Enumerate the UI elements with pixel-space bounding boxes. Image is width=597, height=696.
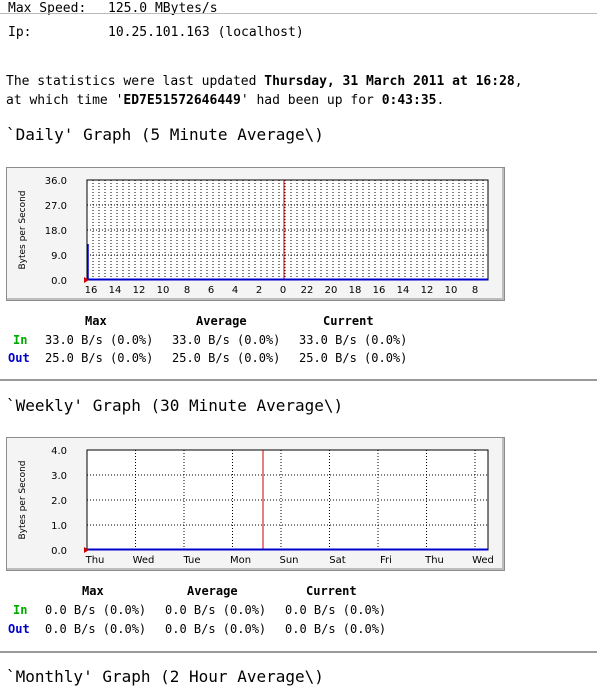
weekly-out-label: Out — [8, 622, 30, 636]
max-speed-value: 125.0 MBytes/s — [108, 1, 218, 16]
y-tick-label: 2.0 — [51, 496, 67, 507]
y-axis-label: Bytes per Second — [18, 460, 28, 539]
uptime: 0:43:35 — [381, 93, 437, 108]
origin-marker — [84, 277, 89, 283]
weekly-graph: 4.0 3.0 2.0 1.0 0.0 Thu Wed Tue Mon Sun Sat Fri Thu W… — [6, 437, 505, 571]
weekly-out-max: 0.0 B/s (0.0%) — [45, 622, 147, 636]
weekly-chart-svg: 4.0 3.0 2.0 1.0 0.0 Thu Wed Tue Mon Sun Sat Fri Thu W… — [18, 446, 494, 566]
max-speed-row: Max Speed: — [8, 2, 86, 15]
x-tick-label: Fri — [380, 555, 392, 566]
x-tick-label: 16 — [85, 285, 98, 296]
status-line2-suffix: . — [436, 93, 445, 108]
x-tick-label: Sun — [279, 555, 298, 566]
daily-header-current: Current — [323, 314, 374, 328]
weekly-divider — [0, 651, 597, 653]
status-mid: , — [514, 74, 523, 89]
daily-header-max: Max — [85, 314, 107, 328]
x-tick-label: 18 — [349, 285, 362, 296]
y-axis-label: Bytes per Second — [18, 190, 28, 269]
status-line2-prefix: at which time ' — [6, 93, 124, 108]
ip-label: Ip: — [8, 25, 32, 40]
monthly-graph-title: `Monthly' Graph (2 Hour Average\) — [6, 667, 324, 686]
x-tick-label: Wed — [133, 555, 155, 566]
y-tick-label: 3.0 — [51, 471, 67, 482]
x-tick-label: 16 — [373, 285, 386, 296]
x-tick-label: 2 — [256, 285, 262, 296]
x-tick-label: Mon — [230, 555, 251, 566]
daily-out-label: Out — [8, 351, 30, 365]
x-tick-label: 14 — [397, 285, 410, 296]
status-line-2: at which time 'ED7E51572646449' had been… — [6, 93, 444, 108]
x-tick-label: Thu — [85, 555, 105, 566]
daily-graph-title: `Daily' Graph (5 Minute Average\) — [6, 125, 324, 144]
y-tick-label: 18.0 — [45, 226, 67, 237]
daily-in-label: In — [13, 333, 28, 347]
status-line-1: The statistics were last updated Thursda… — [6, 74, 523, 89]
y-tick-label: 4.0 — [51, 446, 67, 457]
x-tick-label: 14 — [109, 285, 122, 296]
x-tick-label: 0 — [280, 285, 286, 296]
x-tick-label: 22 — [301, 285, 314, 296]
weekly-in-current: 0.0 B/s (0.0%) — [285, 603, 387, 617]
x-tick-label: 12 — [133, 285, 146, 296]
updated-time: Thursday, 31 March 2011 at 16:28 — [264, 74, 515, 89]
x-tick-label: Wed — [472, 555, 494, 566]
weekly-in-label: In — [13, 603, 28, 617]
status-prefix: The statistics were last updated — [6, 74, 265, 89]
y-tick-label: 1.0 — [51, 521, 67, 532]
weekly-graph-title: `Weekly' Graph (30 Minute Average\) — [6, 396, 344, 415]
weekly-out-current: 0.0 B/s (0.0%) — [285, 622, 387, 636]
daily-graph: 36.0 27.0 18.0 9.0 0.0 16 14 12 10 8 6 4 2 0 22 20 18 16 1… — [6, 167, 505, 301]
device-name: ED7E51572646449 — [123, 93, 241, 108]
y-tick-label: 0.0 — [51, 276, 67, 287]
y-tick-label: 0.0 — [51, 546, 67, 557]
daily-in-average: 33.0 B/s (0.0%) — [172, 333, 281, 347]
x-tick-label: Sat — [329, 555, 345, 566]
x-tick-label: Tue — [182, 555, 200, 566]
y-tick-label: 9.0 — [51, 251, 67, 262]
weekly-header-current: Current — [306, 584, 357, 598]
daily-out-max: 25.0 B/s (0.0%) — [45, 351, 154, 365]
x-tick-label: 12 — [421, 285, 434, 296]
daily-in-max: 33.0 B/s (0.0%) — [45, 333, 154, 347]
x-tick-label: Thu — [424, 555, 444, 566]
x-tick-label: 10 — [157, 285, 170, 296]
x-tick-label: 6 — [208, 285, 214, 296]
weekly-header-average: Average — [187, 584, 238, 598]
max-speed-label: Max Speed: — [8, 1, 87, 16]
x-tick-label: 8 — [184, 285, 190, 296]
weekly-in-max: 0.0 B/s (0.0%) — [45, 603, 147, 617]
origin-marker — [84, 547, 89, 553]
daily-out-average: 25.0 B/s (0.0%) — [172, 351, 281, 365]
daily-header-average: Average — [196, 314, 247, 328]
x-tick-label: 8 — [472, 285, 478, 296]
x-tick-label: 4 — [232, 285, 238, 296]
top-divider — [0, 13, 597, 14]
status-line2-mid: ' had been up for — [240, 93, 382, 108]
weekly-in-average: 0.0 B/s (0.0%) — [165, 603, 267, 617]
weekly-out-average: 0.0 B/s (0.0%) — [165, 622, 267, 636]
y-tick-label: 27.0 — [45, 201, 67, 212]
daily-out-current: 25.0 B/s (0.0%) — [299, 351, 408, 365]
daily-in-current: 33.0 B/s (0.0%) — [299, 333, 408, 347]
y-tick-label: 36.0 — [45, 176, 67, 187]
daily-divider — [0, 379, 597, 381]
x-tick-label: 10 — [445, 285, 458, 296]
weekly-header-max: Max — [82, 584, 104, 598]
daily-chart-svg: 36.027.018.09.00.016 14 12 10 8 6 4 2 0 22 20 18 16 1… — [18, 176, 489, 296]
x-tick-label: 20 — [325, 285, 338, 296]
ip-value: 10.25.101.163 (localhost) — [108, 25, 304, 40]
